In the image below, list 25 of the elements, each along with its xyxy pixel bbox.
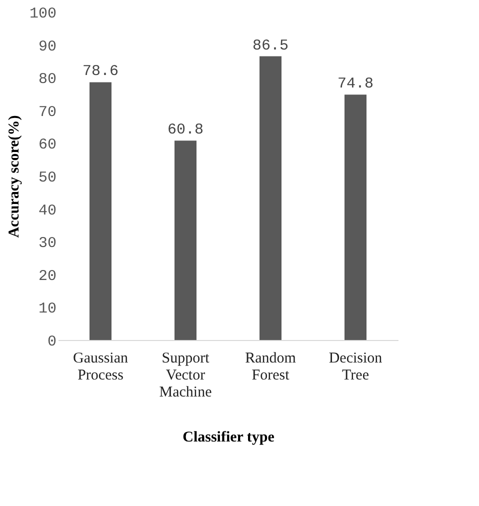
y-tick-label: 70 — [38, 104, 56, 121]
y-tick-label: 10 — [38, 300, 56, 318]
y-tick-label: 0 — [47, 334, 56, 350]
y-tick-label: 50 — [38, 170, 56, 186]
y-tick-label: 40 — [38, 202, 56, 220]
data-label: 78.6 — [82, 63, 119, 80]
x-tick-label: Gaussian Process — [73, 350, 128, 384]
y-tick-label: 60 — [38, 136, 56, 154]
bar — [344, 94, 366, 340]
x-tick-label: Random Forest — [245, 350, 296, 384]
y-tick-label: 20 — [38, 268, 56, 285]
y-tick-label: 100 — [29, 6, 56, 22]
y-tick-label: 30 — [38, 235, 56, 252]
y-tick-label: 90 — [38, 38, 56, 56]
bar — [174, 140, 196, 340]
y-axis-title: Accuracy score(%) — [6, 115, 22, 238]
data-label: 74.8 — [337, 76, 374, 93]
x-tick-label: Support Vector Machine — [159, 350, 212, 400]
y-tick-label: 80 — [38, 71, 56, 88]
data-label: 60.8 — [167, 122, 204, 139]
x-axis-title: Classifier type — [182, 430, 275, 446]
bar — [90, 82, 112, 340]
x-tick-label: Decision Tree — [328, 350, 383, 384]
bar — [260, 56, 282, 340]
data-label: 86.5 — [252, 37, 289, 54]
